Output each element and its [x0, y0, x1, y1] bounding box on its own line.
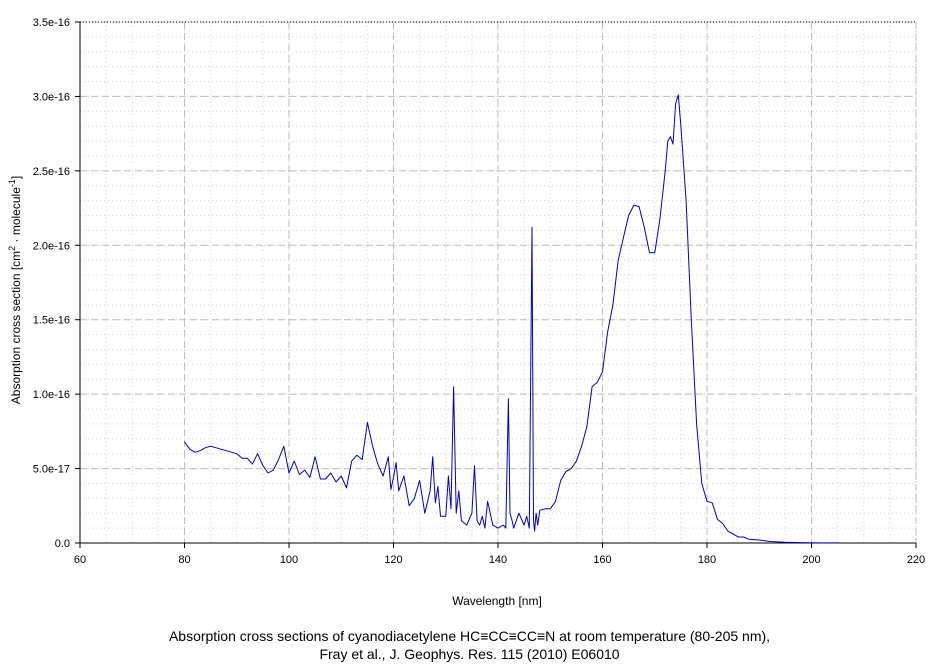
y-tick-label: 3.5e-16	[33, 17, 70, 29]
plot-area	[184, 94, 838, 544]
y-axis-title-sup2: -1	[7, 179, 17, 187]
y-axis-title-main: Absorption cross section [cm	[9, 251, 23, 404]
y-tick-label: 5.0e-17	[33, 464, 70, 476]
y-tick-label: 0.0	[55, 538, 70, 550]
y-axis-title-mid: · molecule	[9, 187, 23, 246]
chart-caption-line1: Absorption cross sections of cyanodiacet…	[168, 628, 771, 644]
x-tick-label: 80	[178, 554, 190, 566]
ticks: 60 80 100 120 140 160 180 200 220 0.0 5.0e-17 1.0e-…	[33, 17, 925, 566]
x-tick-label: 200	[802, 554, 820, 566]
y-axis-title: Absorption cross section [cm2 · molecule…	[7, 176, 23, 404]
grid	[79, 21, 917, 544]
y-tick-label: 1.5e-16	[33, 315, 70, 327]
x-tick-label: 120	[384, 554, 402, 566]
y-axis-title-end: ]	[9, 176, 23, 179]
x-tick-label: 100	[280, 554, 298, 566]
x-tick-label: 220	[907, 554, 925, 566]
series-line	[184, 94, 838, 544]
y-axis-title-sup1: 2	[7, 246, 17, 251]
y-tick-label: 2.0e-16	[33, 240, 70, 252]
x-tick-label: 180	[698, 554, 716, 566]
y-tick-label: 2.5e-16	[33, 166, 70, 178]
x-axis-title: Wavelength [nm]	[452, 594, 542, 608]
y-tick-label: 3.0e-16	[33, 91, 70, 103]
x-tick-label: 60	[74, 554, 86, 566]
chart-caption-line2: Fray et al., J. Geophys. Res. 115 (2010)…	[319, 646, 620, 662]
x-tick-label: 140	[489, 554, 507, 566]
y-tick-label: 1.0e-16	[33, 389, 70, 401]
x-tick-label: 160	[593, 554, 611, 566]
